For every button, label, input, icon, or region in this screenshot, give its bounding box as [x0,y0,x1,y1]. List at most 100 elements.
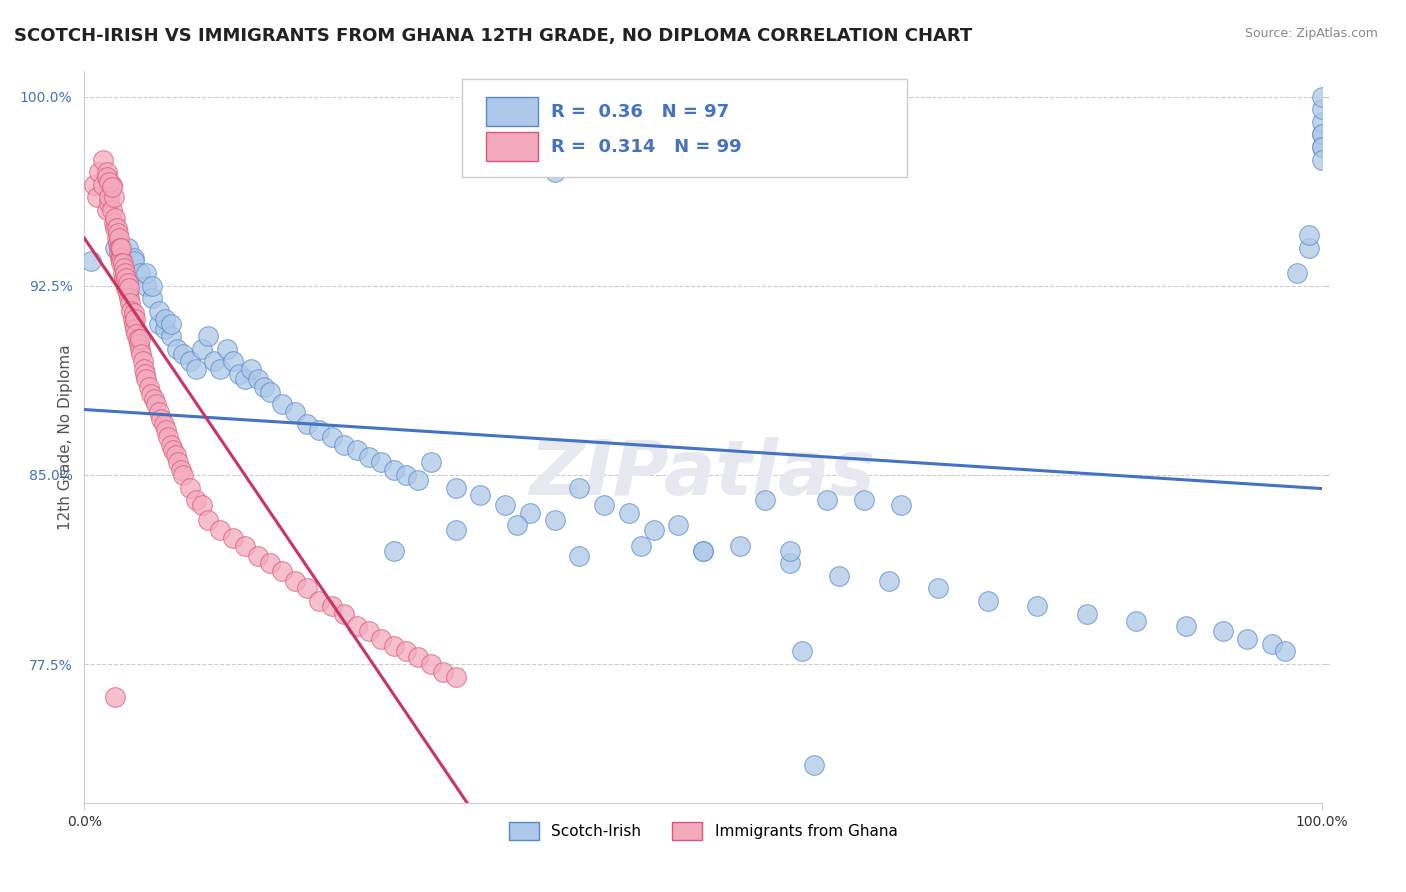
Point [166,342,188,356]
Point [125,326,148,341]
Point [790,644,813,658]
Point [222,531,245,545]
Point [617,506,640,520]
Point [432,665,454,679]
Point [118,291,141,305]
Point [852,493,875,508]
Point [124,311,146,326]
Point [112,261,135,276]
Point [382,463,405,477]
Point [259,556,281,570]
Point [828,569,851,583]
Point [110,251,132,265]
Point [1298,241,1320,255]
Point [105,231,128,245]
Point [120,304,142,318]
Point [197,513,219,527]
Point [346,442,368,457]
Point [96,203,118,218]
Point [333,607,356,621]
Text: R =  0.314   N = 99: R = 0.314 N = 99 [551,137,741,156]
Point [157,430,180,444]
Point [152,417,174,432]
FancyBboxPatch shape [486,132,538,161]
Point [138,379,160,393]
Point [890,498,912,512]
Point [1310,115,1333,129]
Point [115,271,138,285]
Point [108,241,131,255]
Point [692,543,714,558]
Point [170,463,193,477]
Point [150,412,173,426]
Point [129,266,152,280]
Point [1310,128,1333,142]
Point [395,644,418,658]
Point [117,277,139,291]
Point [148,405,170,419]
Point [215,342,238,356]
Point [408,649,430,664]
Point [444,481,467,495]
Point [122,253,145,268]
Point [108,231,131,245]
Point [122,251,145,265]
Point [240,362,263,376]
Point [470,488,492,502]
Point [129,347,152,361]
Point [111,256,134,270]
Point [155,423,177,437]
Point [803,758,825,772]
Point [122,317,145,331]
Point [103,216,125,230]
Point [172,347,194,361]
Point [295,582,318,596]
Point [91,153,114,167]
Point [284,405,307,419]
Point [135,372,157,386]
Point [1298,228,1320,243]
Point [408,473,430,487]
Point [148,304,170,318]
Point [382,640,405,654]
Point [779,556,801,570]
Point [132,362,155,376]
Point [179,354,201,368]
Point [83,178,105,192]
Point [121,311,143,326]
Point [98,190,121,204]
Point [1310,140,1333,154]
Point [333,437,356,451]
Point [494,498,516,512]
Point [543,165,565,179]
Point [419,455,441,469]
Point [184,362,207,376]
FancyBboxPatch shape [461,78,907,178]
Point [191,342,214,356]
Point [444,670,467,684]
Point [110,241,132,255]
Point [98,175,121,189]
FancyBboxPatch shape [486,97,538,126]
Point [321,430,343,444]
Point [129,332,152,346]
Text: ZIPatlas: ZIPatlas [530,437,876,510]
Point [1026,599,1049,613]
Point [115,281,138,295]
Point [666,518,689,533]
Point [120,296,142,310]
Point [104,241,127,255]
Point [728,539,751,553]
Point [128,336,150,351]
Point [191,498,214,512]
Point [877,574,900,588]
Point [172,467,194,482]
Point [1310,153,1333,167]
Point [259,384,281,399]
Point [253,379,276,393]
Point [96,165,118,179]
Point [167,455,190,469]
Point [1236,632,1258,646]
Point [284,574,307,588]
Point [1310,89,1333,103]
